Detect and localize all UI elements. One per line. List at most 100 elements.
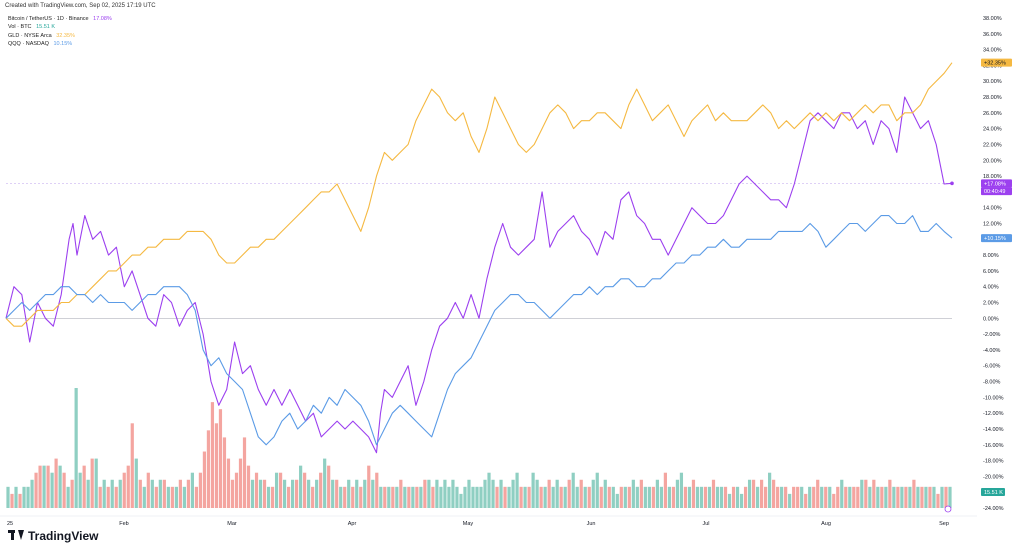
end-label-box (981, 234, 1012, 243)
volume-bar (583, 486, 587, 508)
volume-bar (395, 486, 399, 508)
end-marker-icon (944, 505, 952, 513)
volume-bar (595, 472, 599, 508)
btc-last-point (950, 181, 954, 186)
volume-bar (86, 479, 90, 508)
volume-bar (603, 479, 607, 508)
volume-bar (479, 486, 483, 508)
volume-bar (315, 479, 319, 508)
volume-bar (66, 486, 70, 508)
legend-row-gld[interactable]: GLD · NYSE Arca 32.35% (8, 32, 112, 40)
volume-bar (250, 479, 255, 508)
volume-bar (26, 486, 30, 508)
volume-bar (375, 472, 379, 508)
volume-bar (587, 486, 591, 508)
volume-bar (527, 486, 531, 508)
volume-bar (343, 486, 347, 508)
volume-bar (539, 486, 543, 508)
volume-bar (14, 486, 18, 508)
volume-bar (427, 479, 431, 508)
volume-bar (319, 472, 323, 508)
y-tick-label: 38.00% (983, 16, 1002, 22)
volume-bar (639, 479, 643, 508)
volume-bar (6, 486, 10, 508)
legend-row-vol[interactable]: Vol · BTC 15.51 K (8, 23, 112, 31)
volume-bar (270, 486, 275, 508)
volume-bar (379, 486, 383, 508)
volume-bar (764, 486, 768, 508)
volume-bar (114, 486, 118, 508)
volume-bar (122, 472, 126, 508)
x-tick-label: May (463, 521, 474, 527)
volume-bar (816, 479, 820, 508)
legend-row-btc[interactable]: Bitcoin / TetherUS · 1D · Binance 17.08% (8, 15, 112, 23)
y-tick-label: 20.00% (983, 158, 1002, 164)
volume-bar (118, 479, 122, 508)
volume-bar (731, 486, 736, 508)
x-tick-label: 25 (7, 521, 13, 527)
volume-bar (142, 486, 146, 508)
brand-name: TradingView (28, 529, 99, 543)
volume-bar (948, 486, 952, 508)
y-tick-label: 4.00% (983, 285, 999, 291)
volume-bar (190, 472, 194, 508)
volume-bar (900, 486, 904, 508)
volume-bar (258, 479, 263, 508)
y-tick-label: 34.00% (983, 48, 1002, 54)
volume-bar (423, 479, 427, 508)
tradingview-brand[interactable]: TradingView (8, 529, 98, 543)
y-tick-label: -14.00% (983, 427, 1004, 433)
y-tick-label: 14.00% (983, 206, 1002, 212)
volume-bar (876, 486, 880, 508)
volume-bar (158, 479, 162, 508)
volume-bar (619, 486, 623, 508)
y-tick-label: -20.00% (983, 474, 1004, 480)
volume-bar (178, 479, 182, 508)
volume-bar (407, 486, 411, 508)
volume-bar (820, 486, 824, 508)
volume-bar (483, 479, 487, 508)
volume-bar (186, 479, 190, 508)
volume-bar (651, 486, 655, 508)
volume-bar (182, 486, 186, 508)
volume-bar (218, 409, 223, 508)
volume-bar (571, 472, 575, 508)
volume-bar (796, 486, 800, 508)
volume-bar (150, 479, 154, 508)
volume-bar (671, 486, 676, 508)
y-tick-label: -16.00% (983, 443, 1004, 449)
volume-bar (687, 486, 692, 508)
legend-row-qqq[interactable]: QQQ · NASDAQ 10.15% (8, 40, 112, 48)
y-tick-label: -6.00% (983, 364, 1001, 370)
volume-bar (559, 486, 563, 508)
volume-bar (723, 486, 728, 508)
y-tick-label: -8.00% (983, 380, 1001, 386)
volume-label-box (981, 488, 1005, 496)
volume-bar (715, 486, 720, 508)
volume-bar (399, 479, 403, 508)
volume-bar (683, 486, 688, 508)
volume-bar (735, 486, 740, 508)
volume-bar (812, 486, 816, 508)
y-tick-label: 30.00% (983, 79, 1002, 85)
volume-bar (202, 451, 207, 508)
volume-bar (246, 465, 251, 508)
volume-bar (551, 486, 555, 508)
volume-bar (747, 479, 752, 508)
volume-bar (206, 430, 211, 508)
volume-bar (912, 479, 916, 508)
volume-bar (467, 479, 471, 508)
volume-bar (772, 479, 776, 508)
volume-bar (431, 486, 435, 508)
y-tick-label: 2.00% (983, 301, 999, 307)
volume-bar (174, 486, 178, 508)
volume-bar (274, 472, 279, 508)
y-tick-label: 18.00% (983, 174, 1002, 180)
legend-label-vol: Vol · BTC (8, 24, 32, 31)
x-tick-label: Apr (348, 521, 357, 527)
volume-bar (18, 493, 22, 508)
volume-bar (647, 486, 651, 508)
volume-bar (463, 486, 467, 508)
volume-bar (916, 486, 920, 508)
